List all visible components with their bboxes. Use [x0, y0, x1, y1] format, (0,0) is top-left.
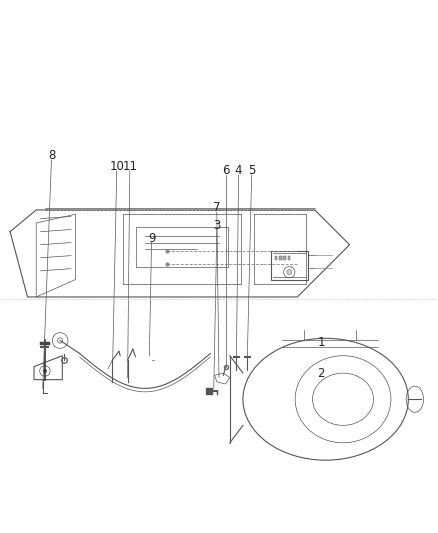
- Text: 6: 6: [222, 164, 229, 177]
- Text: 4: 4: [235, 164, 242, 177]
- Bar: [288, 256, 290, 260]
- Text: 3: 3: [213, 219, 220, 232]
- Circle shape: [43, 369, 47, 373]
- Bar: [279, 256, 282, 260]
- Text: 1: 1: [318, 336, 325, 349]
- Circle shape: [287, 270, 292, 275]
- Text: 9: 9: [148, 232, 155, 245]
- Text: 5: 5: [248, 164, 255, 177]
- Bar: [275, 256, 277, 260]
- Text: 2: 2: [318, 367, 325, 379]
- Text: 7: 7: [213, 201, 221, 214]
- Text: 10: 10: [110, 160, 124, 173]
- Bar: [283, 256, 286, 260]
- Text: 11: 11: [122, 160, 137, 173]
- Text: 8: 8: [48, 149, 55, 162]
